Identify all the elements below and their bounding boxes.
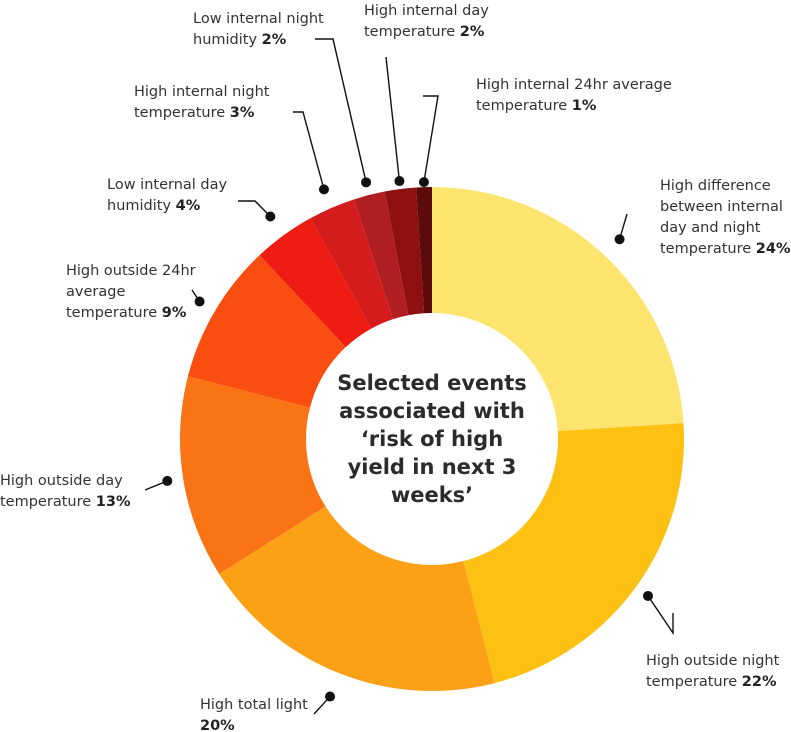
donut-slice [219,506,495,691]
slice-value: 22% [742,674,777,690]
leader-lines [144,38,674,715]
donut-slice [416,187,432,314]
slice-label: High internal day temperature 2% [364,3,489,40]
slice-label: Low internal night humidity 2% [193,11,324,48]
donut-slice [179,376,326,575]
slice-label: High outside night temperature 22% [646,653,780,690]
donut-slice [354,191,409,320]
leader-line [293,111,325,190]
donut-slice [187,255,346,408]
donut-slice [310,199,394,329]
slice-value: 20% [200,718,235,732]
slice-value: 2% [262,32,287,48]
leader-line [647,595,674,636]
slice-value: 1% [572,98,597,114]
leader-line [423,95,439,183]
slice-label: High internal night temperature 3% [134,84,270,121]
slice-value: 24% [756,241,791,257]
slice-value: 2% [460,24,485,40]
slice-label: High outside day temperature 13% [0,473,131,510]
donut-slice [463,423,684,684]
leader-line [144,480,168,491]
slice-label: Low internal day humidity 4% [107,177,227,214]
slice-value: 13% [96,494,131,510]
donut-slice [259,218,372,348]
slice-label: High internal 24hr average temperature 1% [476,77,672,114]
donut-slice [384,187,425,316]
chart-title: Selected events associated with ‘risk of h… [337,371,527,507]
slice-label: High difference between internal day and n… [660,178,791,257]
slice-value: 3% [230,105,255,121]
leader-line [315,38,367,183]
slice-label: High total light 20% [200,697,308,732]
leader-line [385,56,401,182]
leader-line [191,289,201,302]
leader-line [238,200,271,218]
leader-line [618,213,628,240]
slice-value: 9% [162,305,187,321]
donut-slices [179,187,684,691]
slice-labels: High difference between internal day and n… [0,3,791,732]
leader-line [313,696,331,715]
slice-value: 4% [176,198,201,214]
donut-slice [432,187,684,432]
slice-label: High outside 24hr average temperature 9% [66,263,196,321]
